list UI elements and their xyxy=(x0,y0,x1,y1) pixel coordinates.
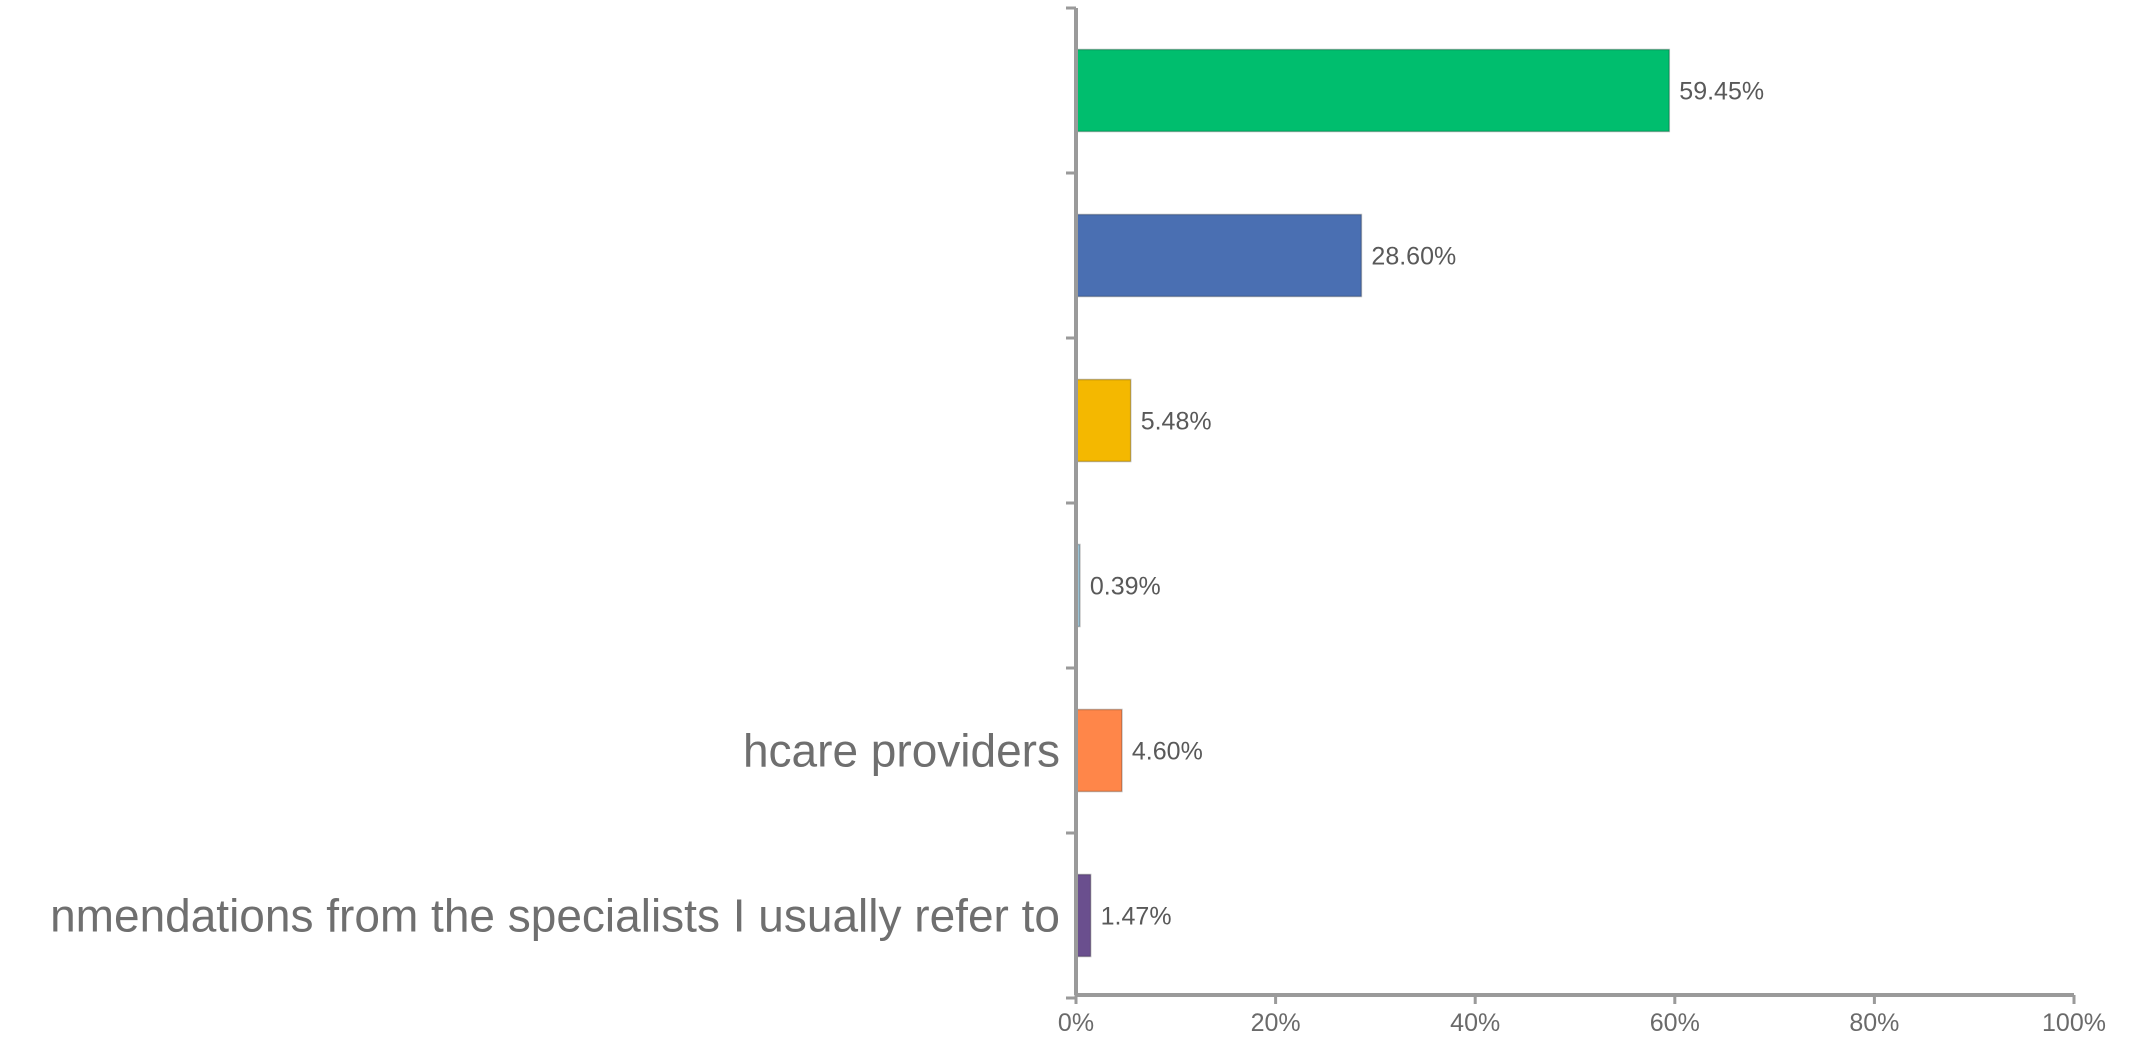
bar xyxy=(1075,708,1123,793)
bar xyxy=(1075,378,1132,463)
value-label: 4.60% xyxy=(1132,738,1203,766)
x-tick-label: 0% xyxy=(1058,1009,1094,1037)
bar xyxy=(1075,48,1671,133)
value-label: 1.47% xyxy=(1101,903,1172,931)
value-label: 0.39% xyxy=(1090,573,1161,601)
value-label: 59.45% xyxy=(1679,78,1764,106)
x-tick-label: 60% xyxy=(1650,1009,1700,1037)
x-tick-label: 40% xyxy=(1450,1009,1500,1037)
y-tick-marks xyxy=(1066,6,1076,1000)
x-axis-ticks: 0% 20% 40% 60% 80% 100% xyxy=(1058,995,2106,1037)
category-labels-layer: hcare providers nmendations from the spec… xyxy=(50,725,1060,942)
category-label: nmendations from the specialists I usual… xyxy=(50,890,1060,942)
bar xyxy=(1075,213,1363,298)
bar xyxy=(1075,873,1092,958)
x-tick-label: 100% xyxy=(2042,1009,2106,1037)
x-tick-label: 80% xyxy=(1849,1009,1899,1037)
value-label: 28.60% xyxy=(1371,243,1456,271)
value-label: 5.48% xyxy=(1141,408,1212,436)
category-label: hcare providers xyxy=(743,725,1060,777)
bars-layer xyxy=(1075,48,1671,958)
value-labels-layer: 59.45% 28.60% 5.48% 0.39% 4.60% 1.47% xyxy=(1090,78,1764,931)
x-tick-label: 20% xyxy=(1251,1009,1301,1037)
